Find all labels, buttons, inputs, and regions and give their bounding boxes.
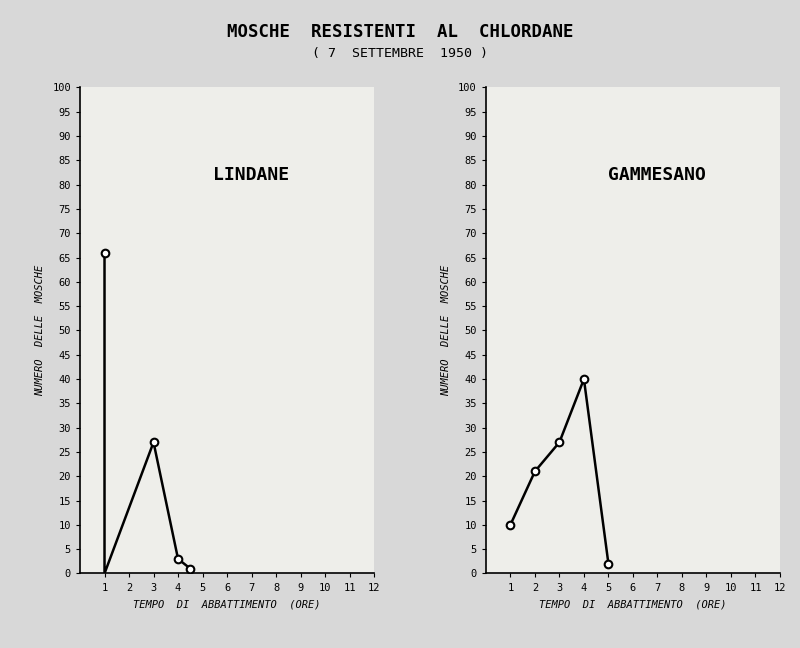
Y-axis label: NUMERO  DELLE  MOSCHE: NUMERO DELLE MOSCHE [441, 265, 451, 396]
Text: GAMMESANO: GAMMESANO [607, 166, 706, 184]
Text: LINDANE: LINDANE [213, 166, 289, 184]
X-axis label: TEMPO  DI  ABBATTIMENTO  (ORE): TEMPO DI ABBATTIMENTO (ORE) [134, 599, 321, 610]
Text: MOSCHE  RESISTENTI  AL  CHLORDANE: MOSCHE RESISTENTI AL CHLORDANE [226, 23, 574, 41]
Y-axis label: NUMERO  DELLE  MOSCHE: NUMERO DELLE MOSCHE [35, 265, 46, 396]
X-axis label: TEMPO  DI  ABBATTIMENTO  (ORE): TEMPO DI ABBATTIMENTO (ORE) [539, 599, 726, 610]
Text: ( 7  SETTEMBRE  1950 ): ( 7 SETTEMBRE 1950 ) [312, 47, 488, 60]
